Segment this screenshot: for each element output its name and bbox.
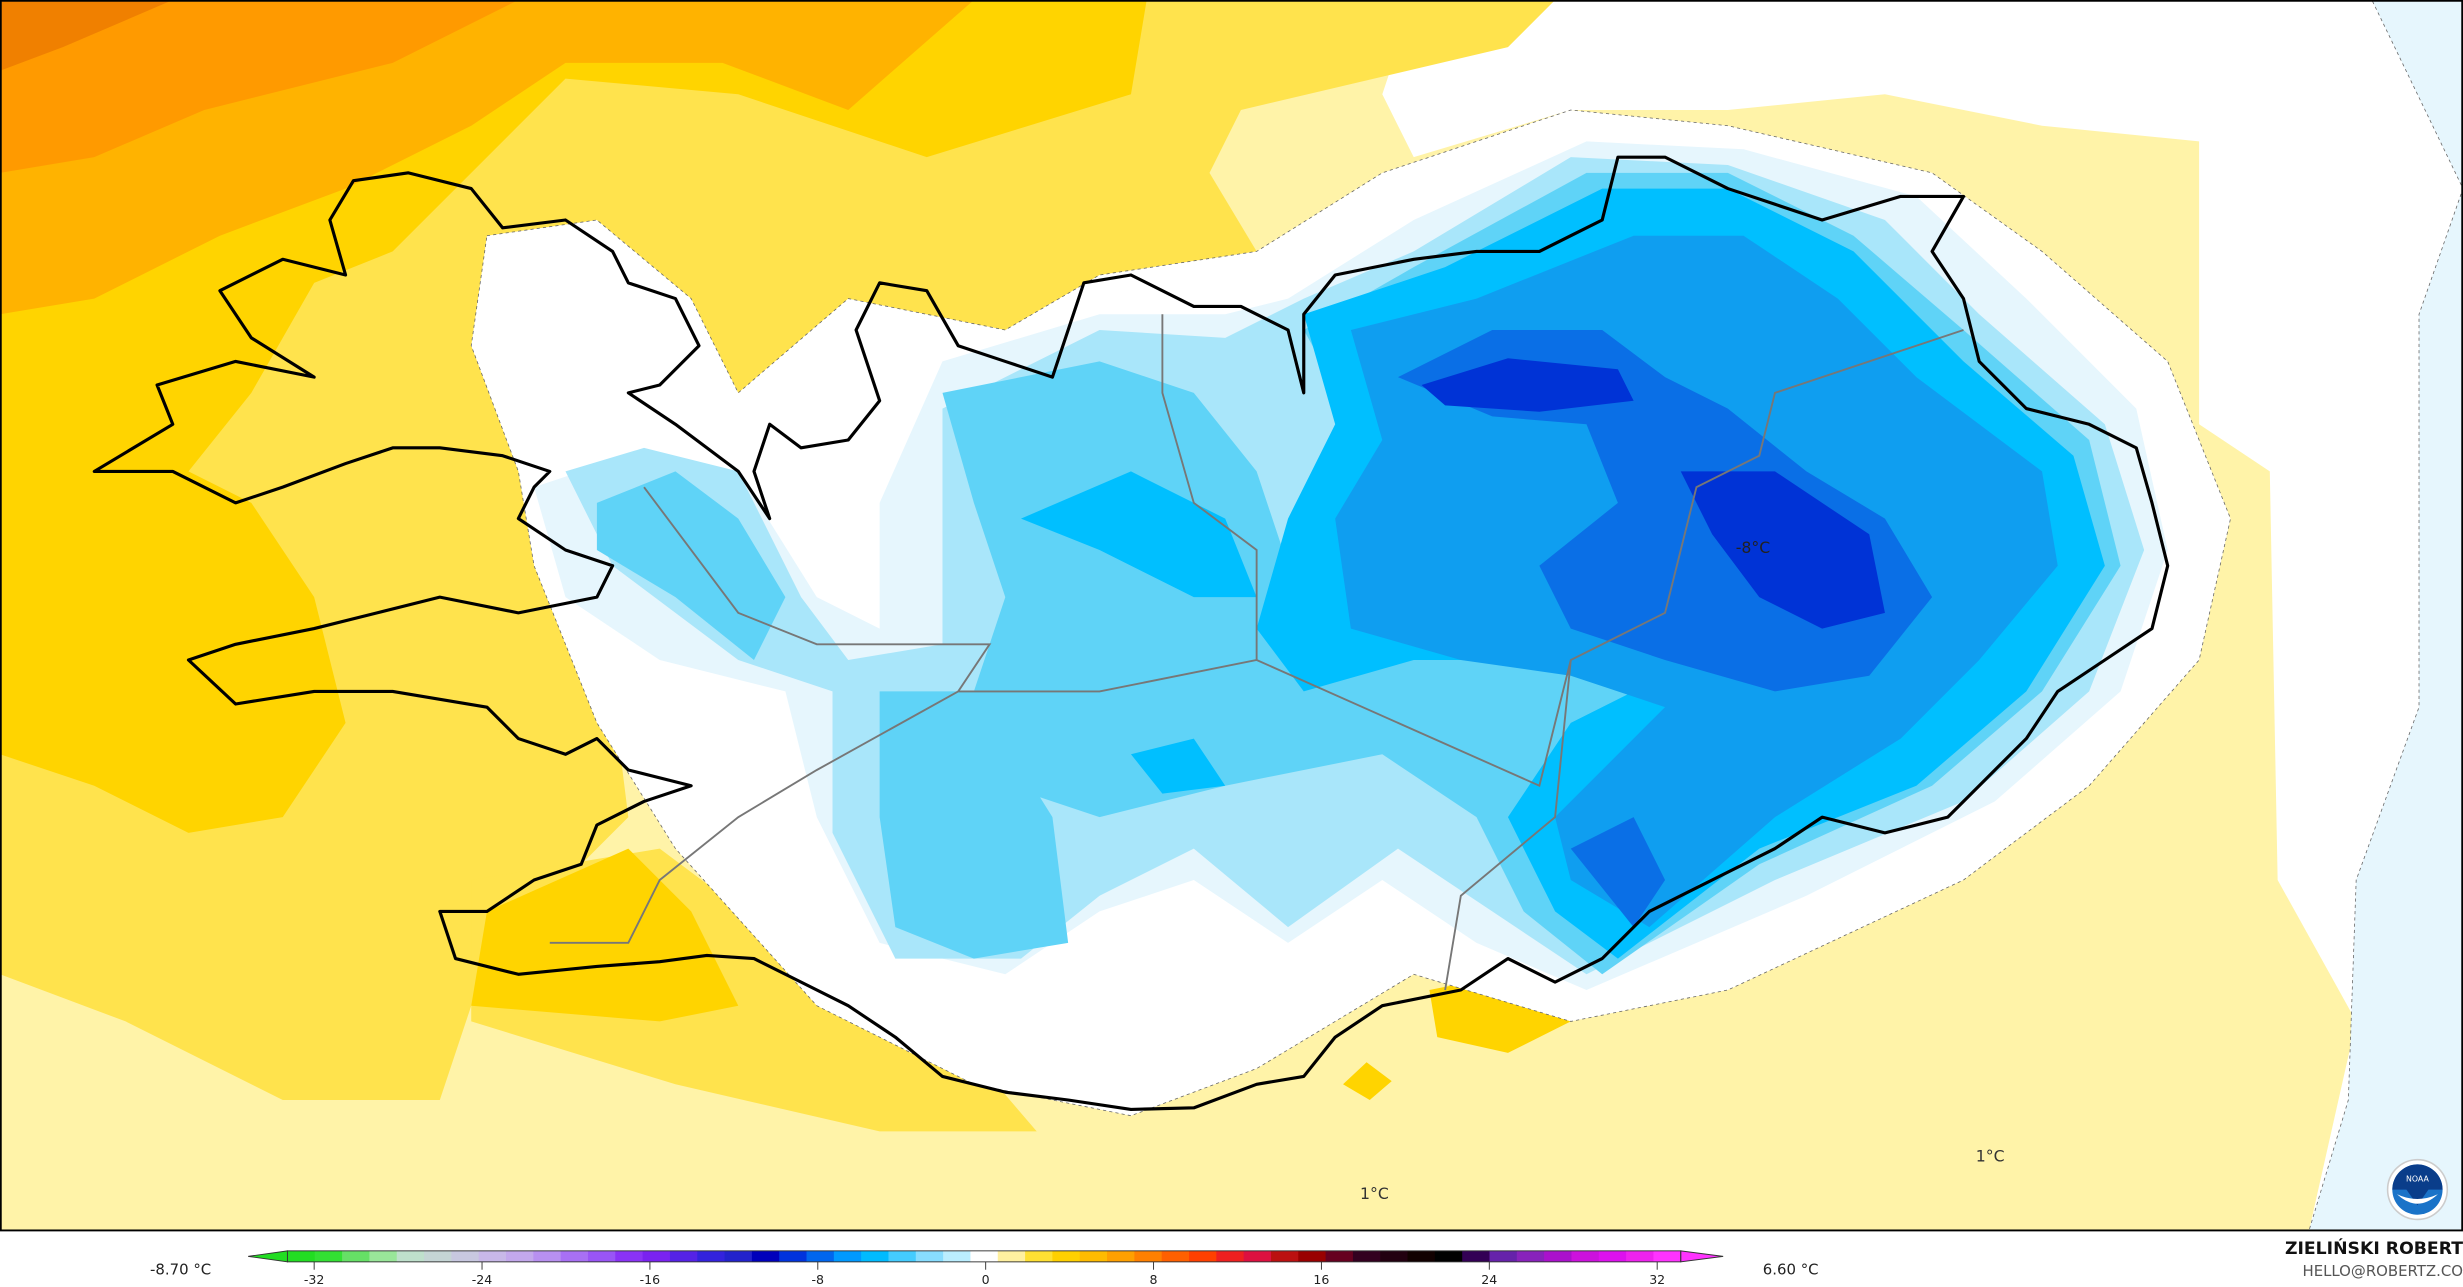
colorbar-segment bbox=[861, 1250, 889, 1262]
colorbar-segment bbox=[1216, 1250, 1245, 1262]
colorbar-segment bbox=[1025, 1250, 1053, 1262]
colorbar-tick-label: -32 bbox=[304, 1272, 324, 1287]
colorbar-segment bbox=[1352, 1250, 1381, 1262]
colorbar-tick-label: -8 bbox=[812, 1272, 825, 1287]
credit-name: ZIELIŃSKI ROBERT bbox=[2285, 1237, 2463, 1259]
field-deep-orange-corner bbox=[0, 0, 173, 71]
colorbar-segment bbox=[478, 1250, 507, 1262]
colorbar-segment bbox=[314, 1250, 343, 1262]
colorbar-segment bbox=[1243, 1250, 1272, 1262]
colorbar-segment bbox=[424, 1250, 452, 1262]
colorbar-segment bbox=[451, 1250, 480, 1262]
colorbar-segment bbox=[1407, 1250, 1436, 1262]
colorbar-segment bbox=[1298, 1250, 1327, 1262]
colorbar-segment bbox=[970, 1250, 999, 1262]
noaa-logo-text: NOAA bbox=[2406, 1175, 2429, 1184]
colorbar-segment bbox=[506, 1250, 534, 1262]
colorbar-tick-label: 0 bbox=[982, 1272, 990, 1287]
colorbar-segment bbox=[369, 1250, 398, 1262]
colorbar-segment bbox=[724, 1250, 753, 1262]
colorbar-segment bbox=[669, 1250, 698, 1262]
colorbar-segment bbox=[1653, 1250, 1682, 1262]
noaa-logo: NOAA bbox=[2386, 1158, 2449, 1221]
colorbar-tick-label: 32 bbox=[1649, 1272, 1665, 1287]
colorbar-tick-label: 16 bbox=[1313, 1272, 1329, 1287]
colorbar-segment bbox=[1052, 1250, 1081, 1262]
colorbar-segment bbox=[1489, 1250, 1518, 1262]
colorbar-segment bbox=[533, 1250, 562, 1262]
colorbar-segment bbox=[642, 1250, 671, 1262]
colorbar-segment bbox=[1462, 1250, 1490, 1262]
colorbar-segment bbox=[1434, 1250, 1463, 1262]
colorbar-segment bbox=[806, 1250, 835, 1262]
colorbar-segment bbox=[1544, 1250, 1572, 1262]
label-southeast-1c: 1°C bbox=[1976, 1146, 2005, 1165]
field-southeast-gold bbox=[1429, 974, 1571, 1053]
colorbar: -32 -24 -16 -8 0 8 16 24 32 bbox=[248, 1250, 1724, 1287]
field-deep-blue bbox=[1421, 358, 1885, 629]
colorbar-segment bbox=[342, 1250, 370, 1262]
legend-min-label: -8.70 °C bbox=[150, 1260, 211, 1278]
field-south-gold bbox=[471, 848, 739, 1022]
colorbar-segment bbox=[1270, 1250, 1299, 1262]
field-very-light-blue-east bbox=[2308, 0, 2463, 1231]
colorbar-tick-label: 24 bbox=[1481, 1272, 1497, 1287]
coastline bbox=[92, 155, 2170, 1111]
colorbar-segment bbox=[943, 1250, 971, 1262]
map-frame bbox=[0, 0, 2463, 1232]
colorbar-segment bbox=[888, 1250, 917, 1262]
field-yellow bbox=[0, 0, 1556, 1100]
colorbar-min-arrow bbox=[248, 1250, 288, 1263]
colorbar-segment bbox=[560, 1250, 589, 1262]
field-se-small bbox=[1343, 1062, 1392, 1100]
colorbar-segment bbox=[1161, 1250, 1190, 1262]
colorbar-segment bbox=[997, 1250, 1026, 1262]
colorbar-segment bbox=[1107, 1250, 1135, 1262]
colorbar-segment bbox=[833, 1250, 862, 1262]
label-center-low: -8°C bbox=[1736, 538, 1771, 557]
colorbar-segment bbox=[779, 1250, 807, 1262]
colorbar-segment bbox=[697, 1250, 726, 1262]
field-mid-blue bbox=[1398, 330, 1933, 928]
colorbar-segment bbox=[1380, 1250, 1409, 1262]
colorbar-outline bbox=[286, 1250, 1682, 1263]
credit-email: HELLO@ROBERTZ.CO bbox=[2302, 1262, 2463, 1280]
colorbar-segment bbox=[287, 1250, 316, 1262]
colorbar-tick-label: -24 bbox=[472, 1272, 493, 1287]
colorbar-segment bbox=[1079, 1250, 1108, 1262]
colorbar-segment bbox=[1516, 1250, 1545, 1262]
colorbar-segment bbox=[1598, 1250, 1627, 1262]
colorbar-segment bbox=[1188, 1250, 1217, 1262]
colorbar-segment bbox=[615, 1250, 644, 1262]
colorbar-segment bbox=[587, 1250, 616, 1262]
colorbar-max-arrow bbox=[1680, 1250, 1724, 1263]
colorbar-segment bbox=[915, 1250, 944, 1262]
colorbar-segment bbox=[751, 1250, 780, 1262]
colorbar-tick-label: 8 bbox=[1150, 1272, 1158, 1287]
field-deep-orange bbox=[0, 0, 519, 173]
legend-max-label: 6.60 °C bbox=[1763, 1260, 1819, 1278]
colorbar-tick-label: -16 bbox=[640, 1272, 661, 1287]
colorbar-segment bbox=[1571, 1250, 1600, 1262]
colorbar-segment bbox=[1626, 1250, 1654, 1262]
colorbar-segment bbox=[396, 1250, 425, 1262]
region-borders bbox=[549, 314, 1964, 991]
label-south-1c: 1°C bbox=[1360, 1184, 1389, 1203]
colorbar-segment bbox=[1134, 1250, 1163, 1262]
colorbar-segment bbox=[1325, 1250, 1354, 1262]
